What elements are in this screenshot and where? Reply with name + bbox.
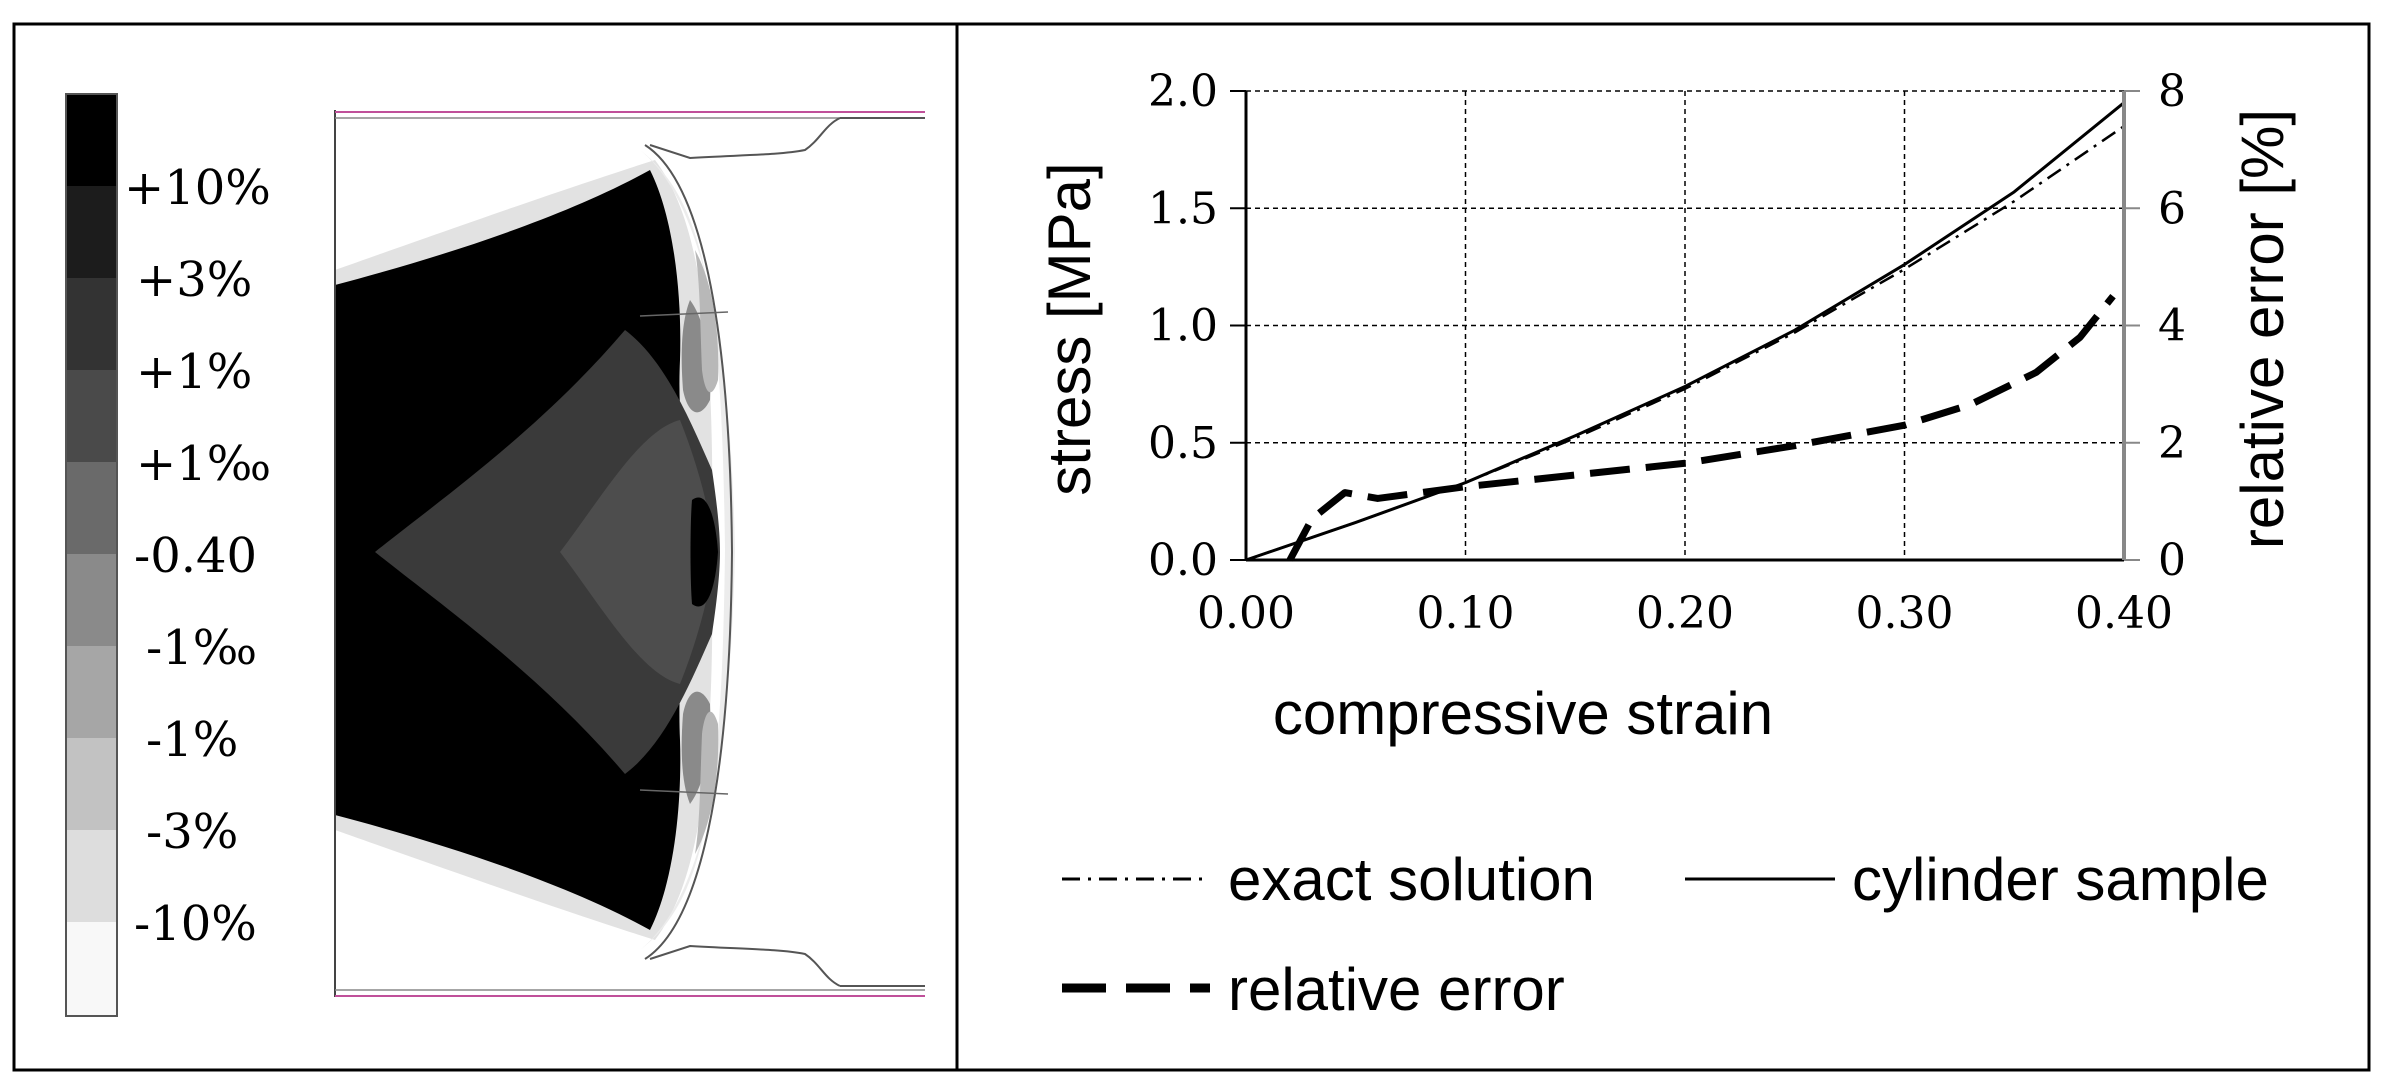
mesh-line xyxy=(639,789,729,795)
series-line-exact-solution xyxy=(1245,125,2125,562)
x-tick-label: 0.00 xyxy=(1197,588,1295,639)
color-scale xyxy=(65,93,118,1017)
color-scale-band xyxy=(66,554,117,646)
x-tick-label: 0.10 xyxy=(1417,588,1515,639)
x-tick-label: 0.30 xyxy=(1856,588,1954,639)
y-tick-label-left: 1.5 xyxy=(1148,183,1218,234)
color-scale-band xyxy=(66,94,117,186)
x-tick-label: 0.20 xyxy=(1636,588,1734,639)
y-tick-label-right: 2 xyxy=(2158,418,2186,469)
contour-region-patch xyxy=(681,300,711,413)
y-axis-title-left: stress [MPa] xyxy=(1036,162,1103,495)
scale-label: +1‰ xyxy=(136,436,271,492)
figure-frame xyxy=(12,22,2371,1072)
y-tick-label-left: 0.0 xyxy=(1148,535,1218,586)
color-scale-band xyxy=(66,738,117,830)
color-scale-border xyxy=(65,93,118,1017)
y-axis-title-right: relative error [%] xyxy=(2229,109,2296,549)
scale-label: +1% xyxy=(136,344,252,400)
legend-label-cylinder-sample: cylinder sample xyxy=(1852,846,2269,913)
mesh-line xyxy=(639,311,729,317)
deformed-outline xyxy=(644,144,734,960)
contour-field xyxy=(334,110,925,997)
x-tick-label: 0.40 xyxy=(2075,588,2173,639)
contour-region-patch xyxy=(695,250,719,393)
legend: exact solution cylinder sample relative … xyxy=(1062,846,2269,1023)
legend-label-exact-solution: exact solution xyxy=(1228,846,1595,913)
scale-label: +3% xyxy=(136,252,252,308)
scale-label: -10% xyxy=(134,896,257,952)
color-scale-band xyxy=(66,646,117,738)
contour-region-edge xyxy=(690,497,718,607)
y-tick-label-right: 6 xyxy=(2158,183,2186,234)
outline-top xyxy=(649,117,841,160)
series-line-cylinder-sample xyxy=(1245,101,2125,562)
scale-label: -1‰ xyxy=(146,620,257,676)
series-line-relative-error xyxy=(1286,293,2116,562)
color-scale-band xyxy=(66,922,117,1016)
chart-ticks: 0.00 0.10 0.20 0.30 0.40 0.0 0.5 1.0 1.5 2.0 0 2 4 6 8 xyxy=(1148,66,2186,639)
y-tick-label-right: 8 xyxy=(2158,66,2186,117)
color-scale-band xyxy=(66,370,117,462)
y-tick-label-right: 4 xyxy=(2158,301,2186,352)
color-scale-band xyxy=(66,830,117,922)
chart-series xyxy=(1245,101,2125,562)
scale-label: -3% xyxy=(146,804,238,860)
chart-grid xyxy=(1246,90,2125,560)
chart-panel: 0.00 0.10 0.20 0.30 0.40 0.0 0.5 1.0 1.5 2.0 0 2 4 6 8… xyxy=(1036,66,2296,1023)
color-scale-band xyxy=(66,278,117,370)
contour-panel: +10% +3% +1% +1‰ -0.40 -1‰ -1% -3% -10% xyxy=(65,93,925,1017)
y-tick-label-left: 1.0 xyxy=(1148,301,1218,352)
x-axis-title: compressive strain xyxy=(1273,680,1773,747)
scale-label: +10% xyxy=(124,160,271,216)
scale-label: -0.40 xyxy=(134,528,257,584)
outline-bottom xyxy=(649,944,841,987)
contour-region-patch xyxy=(695,711,719,854)
y-tick-label-left: 0.5 xyxy=(1148,418,1218,469)
contour-region-mid-light xyxy=(560,420,714,684)
scale-label: -1% xyxy=(146,712,238,768)
y-tick-label-left: 2.0 xyxy=(1148,66,1218,117)
legend-label-relative-error: relative error xyxy=(1228,956,1565,1023)
contour-region-patch xyxy=(681,691,711,804)
color-scale-band xyxy=(66,186,117,278)
contour-region-mid xyxy=(375,330,720,774)
color-scale-band xyxy=(66,462,117,554)
y-tick-label-right: 0 xyxy=(2158,535,2186,586)
